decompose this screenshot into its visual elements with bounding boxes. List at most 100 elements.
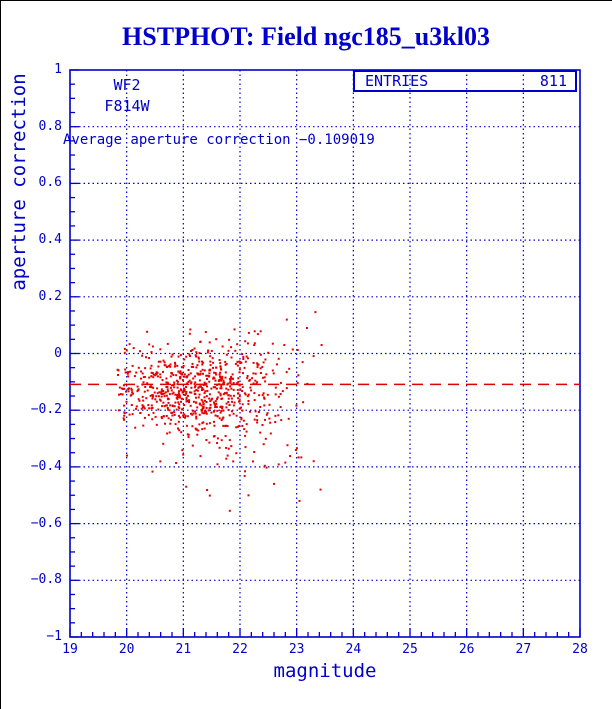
data-point (223, 381, 226, 384)
data-point (219, 362, 222, 365)
data-point (265, 413, 268, 416)
data-point (205, 412, 208, 415)
data-point (190, 412, 192, 415)
data-point (174, 363, 177, 366)
data-point (227, 447, 230, 450)
data-point (173, 386, 176, 389)
data-point (306, 382, 309, 385)
data-point (237, 397, 240, 400)
data-point (170, 389, 173, 392)
data-point (320, 344, 323, 346)
data-point (160, 416, 163, 418)
data-point (209, 400, 212, 403)
data-point (229, 394, 232, 397)
data-point (263, 376, 266, 379)
data-point (214, 404, 217, 407)
data-point (169, 365, 172, 368)
data-point (220, 385, 223, 388)
data-point (229, 379, 232, 382)
data-point (156, 375, 159, 378)
data-point (225, 387, 228, 390)
data-point (185, 355, 188, 358)
data-point (195, 355, 198, 358)
data-point (178, 407, 181, 410)
data-point (201, 368, 204, 371)
data-point (184, 416, 186, 419)
data-point (141, 404, 144, 407)
data-point (157, 395, 160, 398)
data-point (144, 386, 147, 388)
data-point (169, 404, 172, 407)
data-point (256, 362, 259, 365)
data-point (209, 403, 212, 406)
data-point (165, 404, 168, 407)
data-point (209, 364, 212, 367)
data-point (239, 361, 242, 364)
data-point (162, 390, 165, 392)
data-point (182, 453, 185, 456)
data-point (122, 417, 125, 420)
data-point (213, 424, 216, 427)
data-point (163, 364, 166, 367)
data-point (170, 355, 173, 358)
data-point (185, 424, 188, 427)
data-point (190, 350, 192, 352)
data-point (219, 365, 222, 368)
data-point (230, 387, 233, 390)
data-point (225, 446, 228, 449)
data-point (218, 417, 221, 420)
data-point (198, 402, 201, 405)
data-point (236, 425, 239, 428)
data-point (181, 391, 184, 394)
data-point (130, 389, 133, 391)
data-point (180, 431, 183, 434)
data-point (226, 425, 229, 427)
data-point (187, 369, 190, 371)
data-point (159, 348, 162, 351)
data-point (195, 396, 197, 399)
data-point (191, 425, 194, 428)
data-point (279, 381, 282, 384)
data-point (227, 401, 230, 403)
data-point (159, 360, 162, 363)
data-point (206, 489, 209, 491)
data-point (132, 392, 134, 395)
x-tick-label: 23 (288, 642, 305, 657)
data-point (291, 348, 294, 351)
data-point (222, 416, 225, 419)
data-point (163, 392, 166, 395)
data-point (233, 328, 236, 331)
data-point (198, 385, 201, 388)
data-point (256, 421, 259, 424)
data-point (274, 421, 277, 423)
data-point (287, 417, 290, 420)
data-point (225, 406, 228, 409)
data-point (246, 375, 249, 377)
data-point (162, 401, 165, 404)
data-point (162, 442, 165, 445)
data-point (253, 344, 256, 347)
data-point (253, 451, 256, 453)
data-point (215, 366, 218, 369)
data-point (214, 372, 217, 374)
data-point (228, 414, 231, 417)
data-point (202, 407, 205, 410)
data-point (183, 404, 186, 406)
data-point (222, 424, 225, 427)
data-point (134, 426, 137, 429)
data-point (265, 373, 268, 376)
y-tick-label: 0 (54, 345, 62, 361)
data-point (148, 357, 151, 359)
y-tick-label: 0.4 (38, 232, 62, 248)
data-point (207, 349, 210, 352)
data-point (238, 400, 241, 403)
data-point (216, 442, 219, 444)
data-point (162, 392, 164, 395)
data-point (266, 393, 269, 396)
data-point (152, 411, 155, 414)
data-point (244, 446, 247, 449)
data-point (119, 393, 122, 396)
data-point (229, 378, 232, 381)
data-point (202, 388, 205, 391)
